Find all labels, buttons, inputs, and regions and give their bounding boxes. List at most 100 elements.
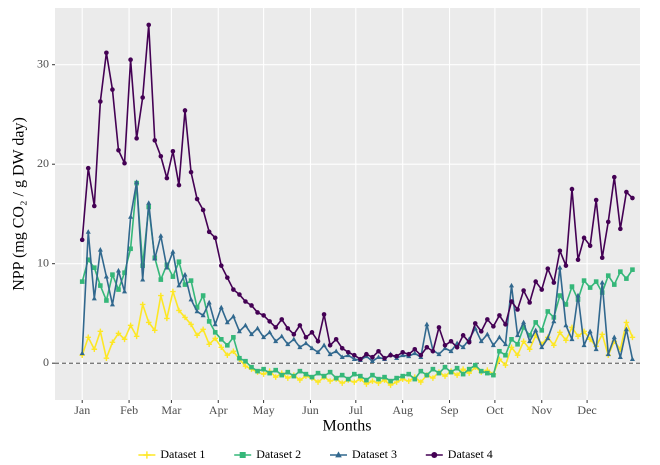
point bbox=[273, 338, 279, 344]
point bbox=[587, 285, 593, 290]
point bbox=[291, 332, 297, 337]
series bbox=[79, 22, 635, 362]
point bbox=[309, 374, 315, 380]
point bbox=[369, 378, 376, 384]
point bbox=[158, 292, 164, 299]
point bbox=[97, 247, 103, 252]
point bbox=[134, 136, 139, 141]
point bbox=[85, 334, 92, 341]
point bbox=[351, 379, 358, 385]
point bbox=[527, 338, 533, 344]
point bbox=[339, 354, 345, 360]
point bbox=[176, 282, 182, 288]
legend-label: Dataset 1 bbox=[160, 447, 205, 461]
point bbox=[563, 302, 569, 307]
point bbox=[242, 363, 249, 369]
point bbox=[491, 372, 496, 378]
point bbox=[533, 320, 538, 325]
point bbox=[237, 292, 242, 297]
point bbox=[225, 275, 230, 280]
point bbox=[491, 324, 496, 329]
point bbox=[557, 248, 563, 254]
point bbox=[514, 352, 521, 358]
point bbox=[321, 312, 327, 317]
point bbox=[502, 362, 509, 368]
point bbox=[255, 325, 261, 331]
point bbox=[139, 301, 146, 308]
point bbox=[430, 348, 436, 354]
point bbox=[267, 319, 272, 324]
point bbox=[424, 372, 430, 378]
point bbox=[478, 368, 484, 374]
x-tick-label: May bbox=[253, 403, 275, 417]
point bbox=[545, 266, 551, 271]
point bbox=[110, 272, 115, 277]
point bbox=[436, 351, 442, 357]
point bbox=[503, 322, 508, 327]
point bbox=[388, 378, 393, 384]
point bbox=[569, 284, 575, 289]
point bbox=[176, 259, 182, 265]
point bbox=[520, 338, 527, 345]
point bbox=[297, 344, 303, 350]
point bbox=[539, 344, 545, 350]
point bbox=[145, 319, 152, 326]
point bbox=[418, 352, 424, 358]
point bbox=[624, 189, 629, 195]
point bbox=[255, 310, 260, 315]
point bbox=[230, 313, 236, 319]
x-tick-label: Nov bbox=[531, 403, 552, 417]
point bbox=[388, 352, 393, 358]
point bbox=[231, 287, 236, 292]
point bbox=[122, 288, 128, 294]
point bbox=[243, 299, 248, 304]
point bbox=[182, 314, 188, 321]
y-tick-label: 30 bbox=[37, 56, 49, 70]
point bbox=[575, 257, 581, 263]
point bbox=[309, 330, 315, 335]
point bbox=[466, 366, 472, 372]
point bbox=[91, 346, 98, 353]
point bbox=[224, 319, 230, 325]
point bbox=[285, 369, 291, 375]
point bbox=[412, 350, 418, 356]
y-axis-title: NPP (mg CO₂ / g DW day) bbox=[11, 117, 28, 291]
point bbox=[587, 328, 593, 334]
point bbox=[212, 330, 218, 335]
point bbox=[285, 341, 291, 347]
point bbox=[485, 317, 490, 322]
point bbox=[188, 321, 194, 328]
point bbox=[527, 333, 532, 338]
point bbox=[98, 283, 103, 288]
point bbox=[261, 334, 267, 340]
point bbox=[146, 22, 152, 28]
y-tick-label: 10 bbox=[37, 255, 49, 269]
point bbox=[503, 352, 508, 358]
panel bbox=[55, 8, 640, 400]
point bbox=[110, 87, 115, 92]
point bbox=[261, 313, 266, 318]
point bbox=[587, 336, 593, 343]
point bbox=[472, 362, 478, 368]
x-tick-label: Mar bbox=[161, 403, 181, 417]
point bbox=[121, 336, 128, 343]
point bbox=[335, 451, 342, 458]
point bbox=[339, 380, 345, 386]
point bbox=[79, 279, 85, 284]
point bbox=[140, 95, 145, 100]
point bbox=[128, 214, 134, 219]
point bbox=[176, 307, 182, 314]
point bbox=[599, 331, 605, 338]
point bbox=[128, 246, 133, 252]
point bbox=[200, 326, 206, 333]
point bbox=[170, 248, 176, 254]
x-tick-label: Dec bbox=[577, 403, 596, 417]
point bbox=[92, 265, 97, 270]
point bbox=[345, 352, 351, 358]
point bbox=[212, 321, 218, 327]
point bbox=[243, 358, 248, 364]
point bbox=[339, 372, 345, 378]
point bbox=[104, 50, 109, 56]
point bbox=[405, 378, 412, 384]
point bbox=[236, 328, 242, 334]
